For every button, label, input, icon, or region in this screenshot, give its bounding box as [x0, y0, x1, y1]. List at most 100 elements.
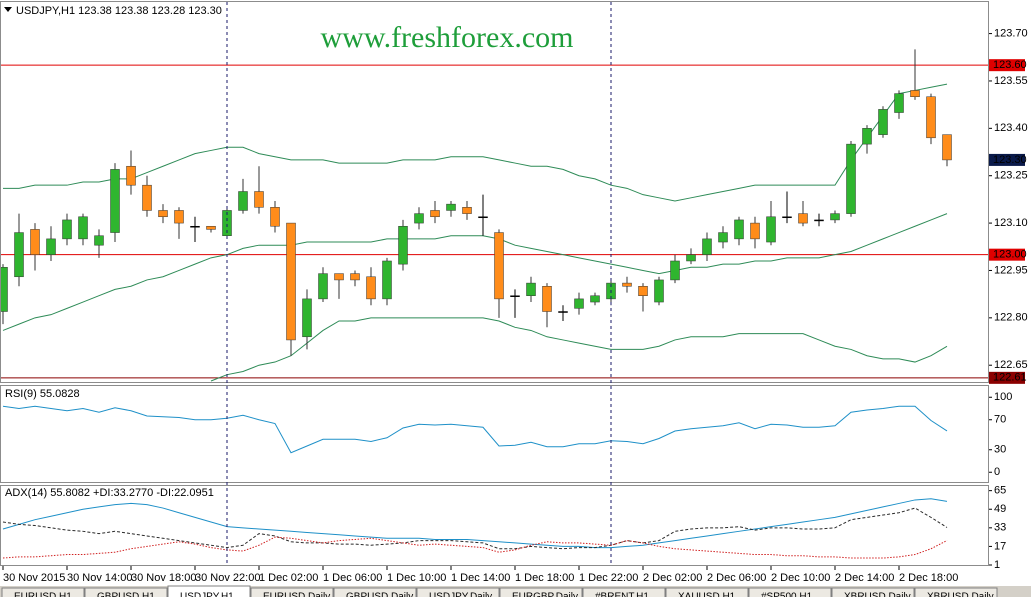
level-label: 123.00 [993, 249, 1027, 261]
candle-body [590, 295, 600, 303]
x-tick-label: 1 Dec 22:00 [579, 572, 638, 584]
tab[interactable] [333, 587, 417, 597]
candle-body [46, 238, 56, 255]
tab[interactable] [582, 587, 666, 597]
candle-body [14, 232, 24, 278]
tab-label[interactable]: #BRENT,H1 [595, 592, 649, 597]
candle-body [174, 210, 184, 224]
candle-body [622, 282, 632, 287]
minus-di-line [2, 536, 948, 559]
y-tick-label: 100 [994, 391, 1012, 403]
tab[interactable] [416, 587, 500, 597]
tab-label[interactable]: XBRUSD,Daily [844, 592, 911, 597]
tab-label[interactable]: GBPUSD,H1 [97, 592, 155, 597]
x-tick-label: 1 Dec 10:00 [387, 572, 446, 584]
tab[interactable] [831, 587, 915, 597]
candle-body [574, 298, 584, 309]
x-tick-label: 30 Nov 2015 [3, 572, 65, 584]
candle-body [126, 165, 136, 186]
candle-body [190, 225, 200, 228]
candle-body [382, 260, 392, 300]
candle-body [942, 134, 952, 161]
watermark: www.freshforex.com [321, 21, 574, 54]
candle-body [542, 286, 552, 312]
candle-body [926, 96, 936, 139]
candle-body [30, 229, 40, 255]
candle-body [638, 286, 648, 296]
y-tick-label: 122.95 [994, 264, 1028, 276]
candle-body [510, 295, 520, 297]
candle-body [654, 279, 664, 303]
x-tick-label: 1 Dec 14:00 [451, 572, 510, 584]
x-tick-label: 2 Dec 10:00 [771, 572, 830, 584]
tab-label[interactable]: XAUUSD,H1 [678, 592, 736, 597]
tab-label[interactable]: USDJPY,H1 [180, 592, 234, 597]
tab[interactable] [499, 587, 583, 597]
candle-body [750, 222, 760, 240]
level-label-box [989, 248, 1025, 261]
y-tick-label: 122.80 [994, 312, 1028, 324]
tab-label[interactable]: XBRUSD,Daily [927, 592, 994, 597]
candle-body [878, 109, 888, 135]
candle-body [270, 207, 280, 227]
x-tick-label: 30 Nov 18:00 [131, 572, 196, 584]
candle-body [254, 191, 264, 208]
tab[interactable] [84, 587, 168, 597]
band-middle [2, 213, 948, 331]
tab[interactable] [914, 587, 998, 597]
candle-body [158, 210, 168, 218]
tab-label[interactable]: EURUSD,H1 [14, 592, 72, 597]
y-tick-label: 123.70 [994, 27, 1028, 39]
x-tick-label: 1 Dec 06:00 [323, 572, 382, 584]
candle-body [302, 298, 312, 338]
y-tick-label: 33 [994, 522, 1006, 534]
y-tick-label: 0 [994, 466, 1000, 478]
candle-body [414, 213, 424, 224]
tab[interactable] [250, 587, 334, 597]
candle-body [334, 273, 344, 281]
x-tick-label: 30 Nov 14:00 [67, 572, 132, 584]
level-label: 123.60 [993, 59, 1027, 71]
candle-body [478, 216, 488, 219]
price-label: 123.30 [993, 154, 1027, 166]
candle-body [702, 238, 712, 255]
candle-body [670, 260, 680, 281]
axis-layer: 123.70 123.55 123.40 123.25 123.10 122.95 122.… [2, 27, 1028, 584]
tab[interactable] [1, 587, 85, 597]
x-tick-label: 1 Dec 18:00 [515, 572, 574, 584]
candle-body [718, 232, 728, 243]
candle-body [94, 235, 104, 246]
y-tick-label: 123.25 [994, 170, 1028, 182]
level-label-box [989, 371, 1025, 384]
candle-body [318, 273, 328, 300]
y-tick-label: 30 [994, 444, 1006, 456]
tab-label[interactable]: #SP500,H1 [761, 592, 813, 597]
tab-label[interactable]: EURUSD,Daily [263, 592, 330, 597]
x-tick-label: 2 Dec 02:00 [643, 572, 702, 584]
adx-pane [0, 485, 989, 566]
y-tick-label: 123.40 [994, 122, 1028, 134]
tab[interactable] [665, 587, 749, 597]
x-tick-label: 2 Dec 14:00 [835, 572, 894, 584]
y-tick-label: 70 [994, 414, 1006, 426]
candle-body [62, 219, 72, 240]
tab[interactable] [748, 587, 832, 597]
y-tick-label: 122.65 [994, 359, 1028, 371]
tab[interactable] [167, 585, 251, 597]
tab-label[interactable]: USDJPY,Daily [429, 592, 492, 597]
price-label-box [989, 153, 1025, 166]
menu-triangle[interactable] [4, 7, 12, 12]
x-tick-label: 2 Dec 18:00 [899, 572, 958, 584]
candle-body [110, 169, 120, 233]
tab-label[interactable]: GBPUSD,Daily [346, 592, 413, 597]
y-tick-label: 17 [994, 540, 1006, 552]
tab-label[interactable]: EURGBP,Daily [512, 592, 578, 597]
plus-di-line [2, 507, 948, 550]
rsi-pane [0, 385, 989, 483]
rsi-line [2, 405, 948, 454]
level-label: 122.61 [993, 372, 1027, 384]
candle-body [830, 213, 840, 221]
y-tick-label: 65 [994, 485, 1006, 497]
candle-body [430, 210, 440, 218]
